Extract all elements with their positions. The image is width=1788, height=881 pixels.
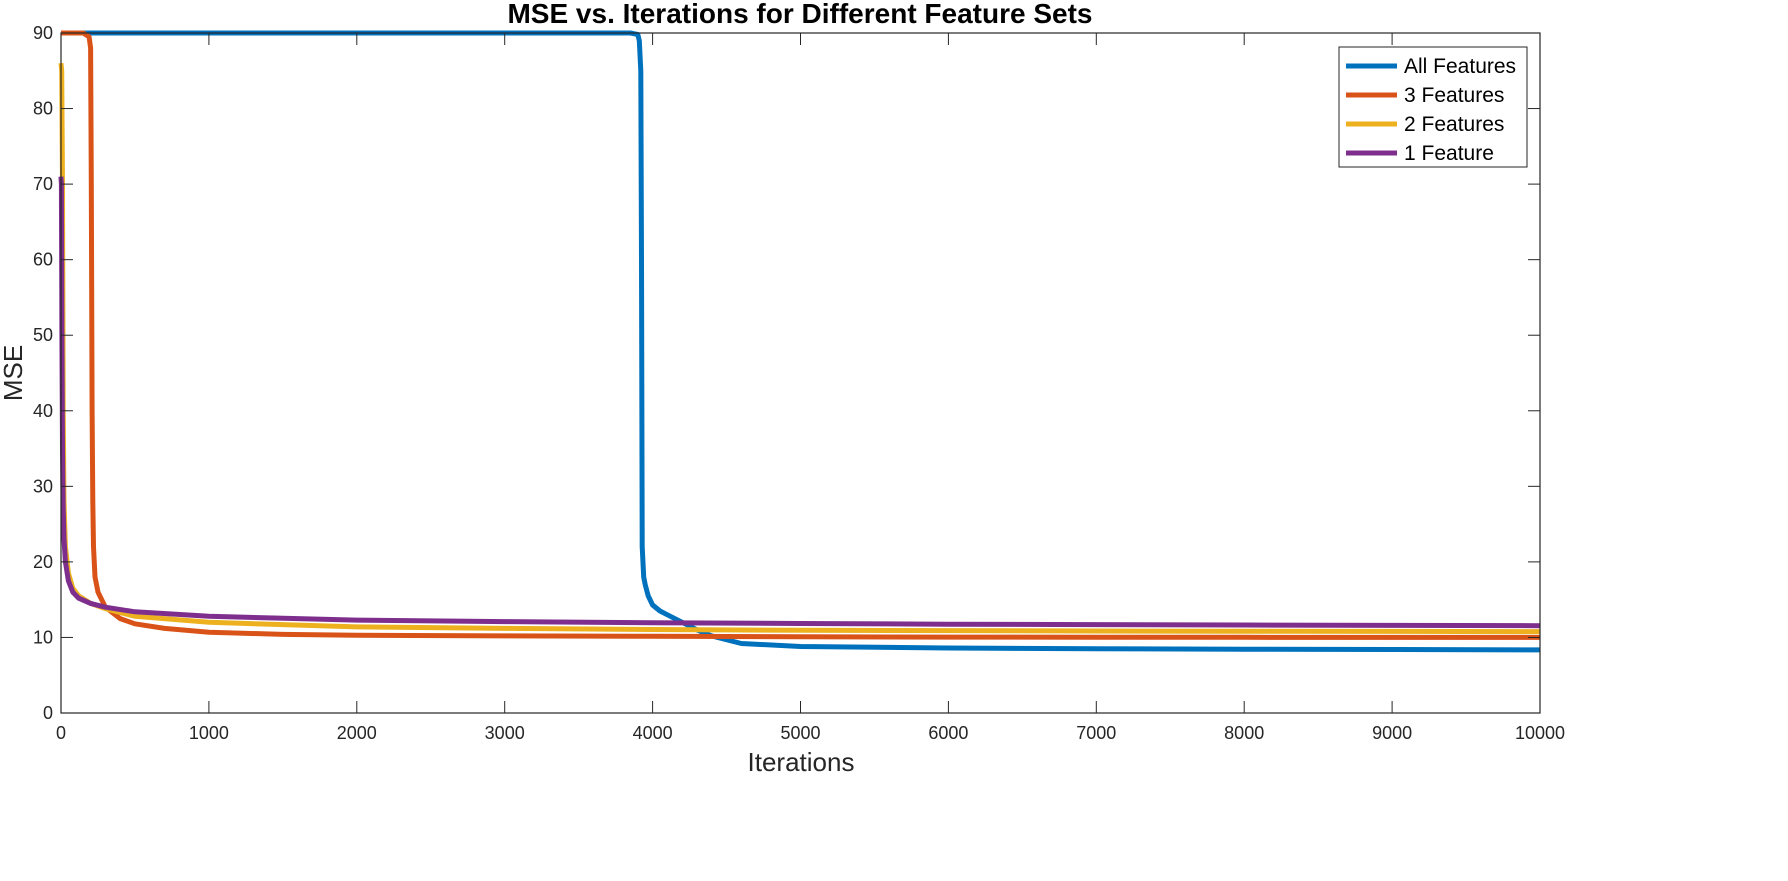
y-tick-label: 70 bbox=[33, 174, 53, 194]
x-tick-label: 2000 bbox=[337, 723, 377, 743]
y-tick-label: 30 bbox=[33, 476, 53, 496]
y-tick-label: 10 bbox=[33, 627, 53, 647]
x-tick-label: 6000 bbox=[928, 723, 968, 743]
y-tick-label: 90 bbox=[33, 23, 53, 43]
y-axis-title: MSE bbox=[0, 345, 28, 401]
x-tick-label: 9000 bbox=[1372, 723, 1412, 743]
x-tick-label: 4000 bbox=[633, 723, 673, 743]
plot-area bbox=[58, 30, 1541, 653]
y-tick-label: 50 bbox=[33, 325, 53, 345]
x-tick-label: 7000 bbox=[1076, 723, 1116, 743]
series-line-0 bbox=[61, 30, 1541, 653]
axis-ticks: 0 1000 2000 3000 4000 5000 6000 7000 8000 9000 100… bbox=[33, 23, 1565, 743]
chart-title: MSE vs. Iterations for Different Feature… bbox=[507, 0, 1092, 29]
y-tick-label: 0 bbox=[43, 703, 53, 723]
y-tick-label: 80 bbox=[33, 99, 53, 119]
x-axis-title: Iterations bbox=[748, 747, 855, 777]
legend-label-0: All Features bbox=[1404, 55, 1516, 78]
x-tick-label: 0 bbox=[56, 723, 66, 743]
y-tick-label: 40 bbox=[33, 401, 53, 421]
x-tick-label: 8000 bbox=[1224, 723, 1264, 743]
series-line-1 bbox=[61, 30, 1540, 640]
x-tick-label: 5000 bbox=[780, 723, 820, 743]
x-tick-label: 10000 bbox=[1515, 723, 1565, 743]
y-tick-label: 60 bbox=[33, 250, 53, 270]
legend-label-3: 1 Feature bbox=[1404, 142, 1494, 165]
x-tick-label: 3000 bbox=[485, 723, 525, 743]
x-tick-label: 1000 bbox=[189, 723, 229, 743]
y-tick-label: 20 bbox=[33, 552, 53, 572]
legend-label-2: 2 Features bbox=[1404, 113, 1504, 136]
series-line-3 bbox=[58, 176, 1541, 629]
legend: All Features 3 Features 2 Features 1 Featur… bbox=[1338, 46, 1528, 168]
legend-label-1: 3 Features bbox=[1404, 84, 1504, 107]
